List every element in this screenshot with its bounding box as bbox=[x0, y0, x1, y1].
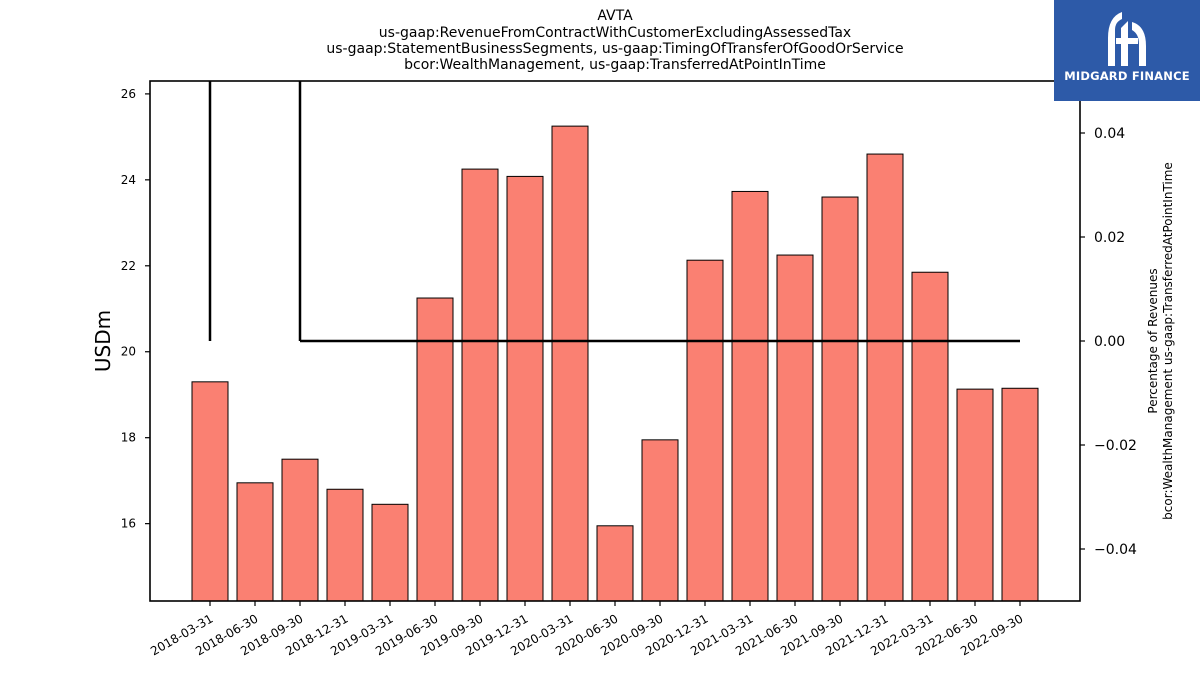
bar bbox=[416, 297, 454, 602]
chart-title-line: us-gaap:StatementBusinessSegments, us-ga… bbox=[326, 41, 903, 57]
chart-title-line: AVTA bbox=[597, 8, 633, 24]
chart-title-line: us-gaap:RevenueFromContractWithCustomerE… bbox=[379, 25, 851, 41]
bar bbox=[911, 271, 949, 602]
y2-tick-label: −0.04 bbox=[1094, 542, 1137, 558]
y2-tick-label: −0.02 bbox=[1094, 438, 1137, 454]
y-tick-label: 26 bbox=[121, 87, 136, 101]
chart-title-line: bcor:WealthManagement, us-gaap:Transferr… bbox=[404, 57, 826, 73]
bar bbox=[1001, 387, 1039, 602]
percentage-line-group bbox=[208, 81, 1020, 343]
bar bbox=[551, 125, 589, 602]
brand-name: MIDGARD FINANCE bbox=[1064, 69, 1190, 83]
y-tick-label: 16 bbox=[121, 517, 136, 531]
bar bbox=[236, 482, 274, 602]
y2-axis-label-line: bcor:WealthManagement us-gaap:Transferre… bbox=[1161, 162, 1175, 520]
y2-tick-label: 0.02 bbox=[1094, 230, 1125, 246]
y2-tick-label: 0.00 bbox=[1094, 334, 1125, 350]
brand-logo: MIDGARD FINANCE bbox=[1054, 0, 1200, 101]
bars-group bbox=[191, 125, 1039, 602]
bar bbox=[371, 503, 409, 602]
y2-axis: −0.04 −0.02 0.00 0.02 0.04 bbox=[1080, 126, 1137, 558]
bar bbox=[281, 458, 319, 602]
plot-frame bbox=[149, 80, 1081, 602]
y2-axis-label-line: Percentage of Revenues bbox=[1146, 268, 1160, 413]
x-axis: 2018-03-312018-06-302018-09-302018-12-31… bbox=[148, 601, 1026, 658]
bar bbox=[821, 196, 859, 602]
bar bbox=[956, 388, 994, 602]
bar bbox=[686, 259, 724, 602]
bar bbox=[326, 488, 364, 602]
y-tick-label: 18 bbox=[121, 431, 136, 445]
bar bbox=[191, 381, 229, 602]
y-tick-label: 24 bbox=[121, 173, 136, 187]
logo-mark-icon bbox=[1108, 12, 1146, 66]
y2-tick-label: 0.04 bbox=[1094, 126, 1125, 142]
y-tick-label: 20 bbox=[121, 345, 136, 359]
y-axis: 16 18 20 22 24 26 bbox=[121, 87, 150, 531]
bar bbox=[461, 168, 499, 602]
bar bbox=[596, 525, 634, 602]
bar bbox=[506, 175, 544, 602]
bar bbox=[731, 190, 769, 602]
chart-title: AVTA us-gaap:RevenueFromContractWithCust… bbox=[326, 8, 903, 73]
bar bbox=[776, 254, 814, 602]
y-axis-label: USDm bbox=[91, 310, 115, 372]
y-tick-label: 22 bbox=[121, 259, 136, 273]
bar bbox=[866, 153, 904, 602]
bar bbox=[641, 439, 679, 602]
